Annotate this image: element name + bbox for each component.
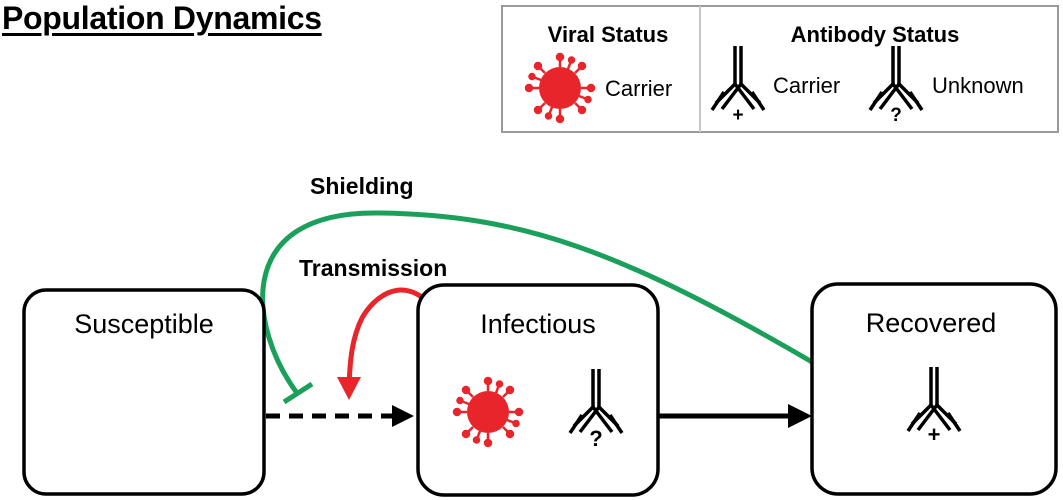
recovered-label: Recovered [866, 308, 997, 338]
transmission-arrowhead [337, 377, 361, 400]
legend-antibody-unknown-label: Unknown [932, 73, 1024, 98]
legend-antibody-carrier-label: Carrier [773, 73, 840, 98]
page-title: Population Dynamics [2, 0, 322, 36]
infectious-antibody-mark: ? [589, 426, 602, 451]
susceptible-compartment: Susceptible [22, 288, 266, 496]
legend-viral-header: Viral Status [548, 22, 669, 47]
legend-viral-carrier-label: Carrier [605, 76, 672, 101]
transmission-curve [346, 287, 425, 387]
infection-arrowhead [392, 405, 414, 427]
susceptible-label: Susceptible [74, 309, 214, 339]
infectious-compartment: Infectious ? [416, 283, 660, 497]
recovery-arrowhead [788, 404, 812, 428]
legend: Viral Status Carrier Antibody Status + C… [501, 5, 1059, 133]
transmission-label: Transmission [299, 255, 447, 281]
infectious-label: Infectious [480, 309, 596, 339]
legend-antibody-header: Antibody Status [791, 22, 960, 47]
recovered-antibody-mark: + [928, 422, 941, 447]
legend-plus-mark: + [732, 105, 743, 126]
shielding-label: Shielding [310, 173, 414, 199]
virus-icon [452, 376, 524, 448]
legend-question-mark: ? [890, 105, 902, 126]
recovered-compartment: Recovered + [810, 282, 1058, 496]
legend-border [501, 5, 1059, 133]
virus-icon [524, 52, 596, 124]
shielding-inhibition-bar [282, 381, 314, 405]
